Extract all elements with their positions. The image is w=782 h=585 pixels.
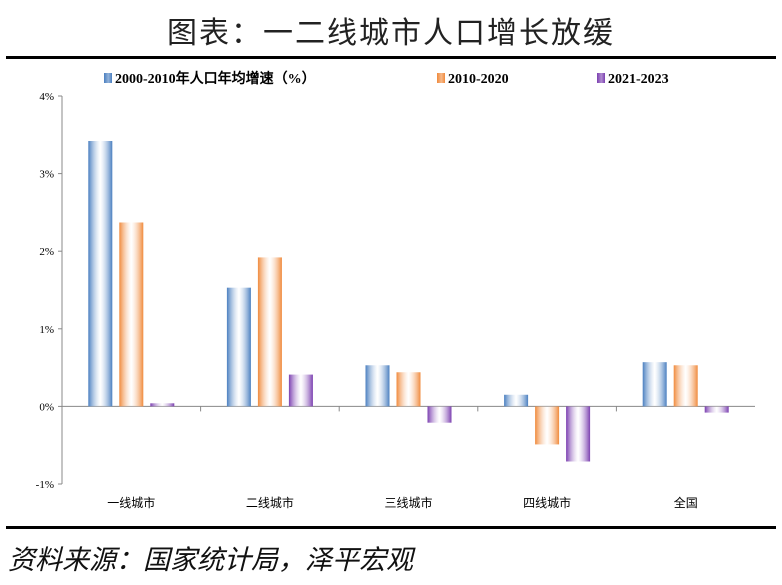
bar (642, 362, 667, 407)
y-tick-label: 0% (39, 401, 54, 413)
source-note: 资料来源：国家统计局，泽平宏观 (8, 545, 413, 576)
bar (365, 365, 390, 407)
bar (673, 365, 698, 407)
x-tick-label: 二线城市 (246, 495, 294, 510)
bar (704, 406, 729, 413)
y-tick-label: 4% (39, 91, 54, 103)
y-tick-label: 2% (39, 246, 54, 258)
x-tick-label: 四线城市 (523, 495, 571, 510)
x-tick-label: 全国 (674, 495, 698, 510)
legend-swatch (597, 73, 605, 83)
x-tick-label: 三线城市 (384, 495, 432, 510)
y-tick-label: 1% (39, 324, 54, 336)
top-divider (6, 56, 776, 59)
bar (119, 222, 144, 407)
bar (427, 406, 452, 423)
x-tick-label: 一线城市 (107, 495, 155, 510)
bar (396, 372, 421, 407)
legend-swatch (104, 73, 112, 83)
bar (535, 406, 560, 445)
bar (88, 141, 113, 407)
page-title: 图表：一二线城市人口增长放缓 (167, 16, 615, 51)
bar (288, 374, 313, 407)
y-tick-label: -1% (36, 479, 54, 491)
legend-label: 2010-2020 (448, 72, 509, 87)
legend-label: 2021-2023 (608, 72, 669, 87)
legend-label: 2000-2010年人口年均增速（%） (115, 70, 316, 87)
legend-swatch (437, 73, 445, 83)
bar (566, 406, 591, 462)
bar (257, 257, 282, 407)
bar (150, 403, 175, 407)
y-tick-label: 3% (39, 169, 54, 181)
bar (226, 287, 251, 407)
bottom-divider (6, 526, 776, 529)
bar (504, 394, 529, 407)
